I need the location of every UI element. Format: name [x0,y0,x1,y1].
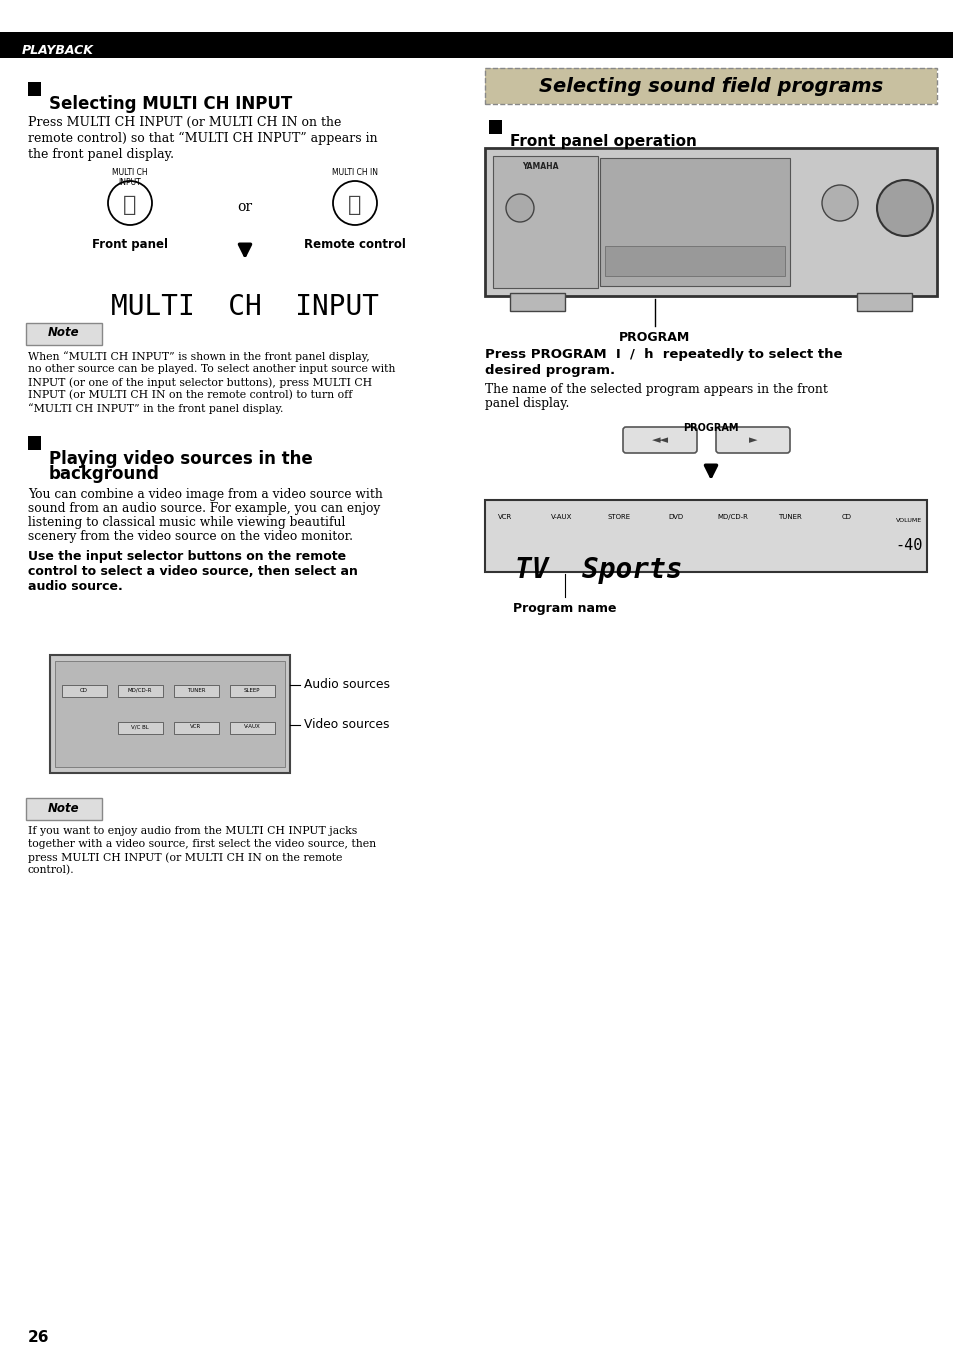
Bar [230,685,274,698]
Text: You can combine a video image from a video source with: You can combine a video image from a vid… [28,488,382,502]
Text: -40: -40 [894,538,922,553]
Text: When “MULTI CH INPUT” is shown in the front panel display,: When “MULTI CH INPUT” is shown in the fr… [28,352,370,362]
Text: DVD: DVD [668,514,683,521]
Text: ◄◄: ◄◄ [651,435,668,445]
Text: VOLUME: VOLUME [895,518,922,523]
Text: background: background [49,465,160,483]
Text: Press MULTI CH INPUT (or MULTI CH IN on the: Press MULTI CH INPUT (or MULTI CH IN on … [28,116,341,128]
Text: together with a video source, first select the video source, then: together with a video source, first sele… [28,840,375,849]
Bar [856,293,911,311]
Text: desired program.: desired program. [484,364,615,377]
Text: Video sources: Video sources [304,718,389,731]
Text: PROGRAM: PROGRAM [618,331,690,343]
Text: sound from an audio source. For example, you can enjoy: sound from an audio source. For example,… [28,502,380,515]
Bar [173,722,219,734]
Text: V/C BL: V/C BL [131,725,149,730]
Bar [604,246,784,276]
Text: Press PROGRAM  I  /  h  repeatedly to select the: Press PROGRAM I / h repeatedly to select… [484,347,841,361]
Bar [599,158,789,287]
FancyBboxPatch shape [26,798,102,821]
Text: The name of the selected program appears in the front: The name of the selected program appears… [484,383,827,396]
Text: ►: ► [748,435,757,445]
Bar [118,722,163,734]
Text: PROGRAM: PROGRAM [682,423,738,433]
Text: Use the input selector buttons on the remote: Use the input selector buttons on the re… [28,550,346,562]
Text: Selecting MULTI CH INPUT: Selecting MULTI CH INPUT [49,95,292,114]
FancyBboxPatch shape [622,427,697,453]
Text: MULTI  CH  INPUT: MULTI CH INPUT [111,293,378,320]
Text: Playing video sources in the: Playing video sources in the [49,450,313,468]
Text: SLEEP: SLEEP [244,688,260,692]
Text: INPUT (or one of the input selector buttons), press MULTI CH: INPUT (or one of the input selector butt… [28,377,372,388]
Text: Remote control: Remote control [304,238,406,251]
FancyBboxPatch shape [716,427,789,453]
Text: TV  Sports: TV Sports [515,556,681,584]
Text: “MULTI CH INPUT” in the front panel display.: “MULTI CH INPUT” in the front panel disp… [28,403,283,414]
Text: STORE: STORE [607,514,630,521]
Bar [230,722,274,734]
Circle shape [876,180,932,237]
Bar [484,500,926,572]
Text: VCR: VCR [191,725,201,730]
Text: VCR: VCR [497,514,512,521]
Text: TUNER: TUNER [778,514,801,521]
Text: ✋: ✋ [123,195,136,215]
Text: Note: Note [49,802,80,814]
Text: Front panel operation: Front panel operation [510,134,696,149]
Text: panel display.: panel display. [484,397,569,410]
Text: Selecting sound field programs: Selecting sound field programs [538,77,882,96]
Text: MD/CD-R: MD/CD-R [128,688,152,692]
Circle shape [821,185,857,220]
Bar [28,82,41,96]
Bar [493,155,598,288]
Text: scenery from the video source on the video monitor.: scenery from the video source on the vid… [28,530,353,544]
Text: CD: CD [80,688,88,692]
Text: no other source can be played. To select another input source with: no other source can be played. To select… [28,364,395,375]
Text: MD/CD-R: MD/CD-R [717,514,748,521]
Text: control).: control). [28,865,74,875]
Text: ✋: ✋ [348,195,361,215]
FancyBboxPatch shape [26,323,102,345]
Text: the front panel display.: the front panel display. [28,147,173,161]
Bar [484,68,936,104]
Text: Audio sources: Audio sources [304,679,390,691]
Bar [118,685,163,698]
Text: MULTI CH
INPUT: MULTI CH INPUT [112,168,148,188]
Bar [62,685,107,698]
Text: V-AUX: V-AUX [243,725,260,730]
Bar [55,661,285,767]
Text: If you want to enjoy audio from the MULTI CH INPUT jacks: If you want to enjoy audio from the MULT… [28,826,356,836]
Text: listening to classical music while viewing beautiful: listening to classical music while viewi… [28,516,345,529]
Text: INPUT (or MULTI CH IN on the remote control) to turn off: INPUT (or MULTI CH IN on the remote cont… [28,389,352,400]
Bar [489,120,501,134]
Text: MULTI CH IN: MULTI CH IN [332,168,377,177]
Text: Front panel: Front panel [91,238,168,251]
Text: Note: Note [49,326,80,339]
Circle shape [505,193,534,222]
Bar [50,654,290,773]
Text: or: or [237,200,253,214]
Text: audio source.: audio source. [28,580,123,594]
Text: 26: 26 [28,1330,50,1345]
Bar [0,32,953,58]
Text: press MULTI CH INPUT (or MULTI CH IN on the remote: press MULTI CH INPUT (or MULTI CH IN on … [28,852,342,863]
Text: remote control) so that “MULTI CH INPUT” appears in: remote control) so that “MULTI CH INPUT”… [28,132,377,145]
Bar [510,293,564,311]
Text: TUNER: TUNER [187,688,205,692]
Bar [484,68,936,104]
Bar [173,685,219,698]
Text: YAMAHA: YAMAHA [521,162,558,170]
Bar [484,147,936,296]
Text: V-AUX: V-AUX [551,514,572,521]
Bar [28,435,41,450]
Text: PLAYBACK: PLAYBACK [22,43,93,57]
Text: Program name: Program name [513,602,616,615]
Text: CD: CD [841,514,851,521]
Text: control to select a video source, then select an: control to select a video source, then s… [28,565,357,579]
